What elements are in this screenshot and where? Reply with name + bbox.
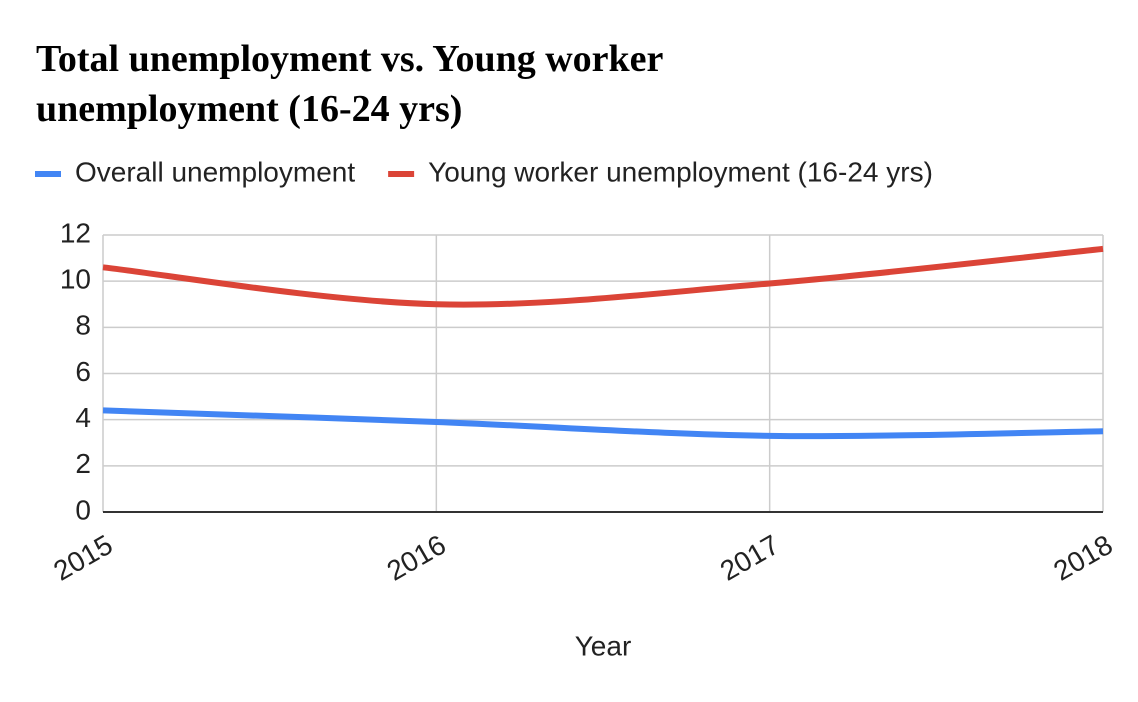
x-tick-label: 2016 [382,529,451,587]
legend-label: Young worker unemployment (16-24 yrs) [428,156,933,187]
x-tick-label: 2015 [48,529,117,587]
series-line [102,245,1104,308]
x-tick-label: 2017 [715,529,784,587]
y-tick-label: 4 [75,402,91,433]
chart-title: Total unemployment vs. Young worker unem… [36,38,663,130]
x-axis-label: Year [575,630,632,661]
y-tick-label: 6 [75,356,91,387]
y-tick-label: 12 [60,217,91,248]
x-tick-label: 2018 [1048,529,1117,587]
series-line [102,407,1104,440]
legend-label: Overall unemployment [75,156,355,187]
y-tick-label: 8 [75,310,91,341]
y-tick-label: 2 [75,448,91,479]
y-tick-label: 0 [75,494,91,525]
y-tick-label: 10 [60,264,91,295]
